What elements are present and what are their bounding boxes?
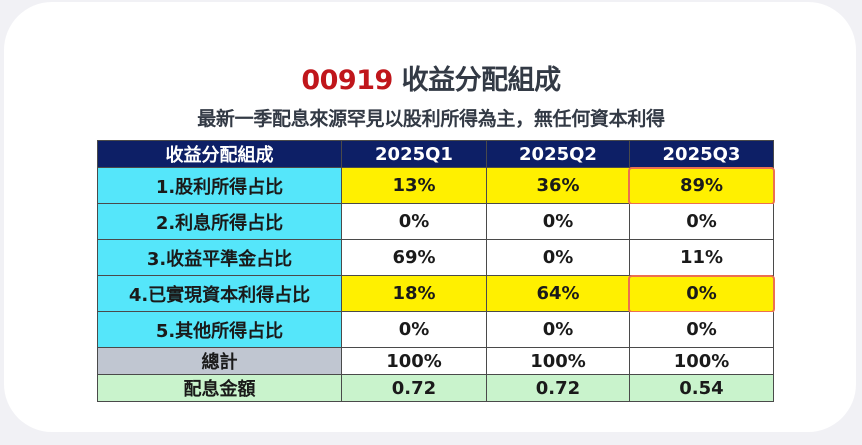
row-distribution-amount: 配息金額 0.72 0.72 0.54 [97, 374, 774, 402]
header-2025q1: 2025Q1 [341, 140, 487, 168]
page-title: 00919 收益分配組成 [0, 58, 862, 97]
cell-q3: 0% [628, 275, 775, 313]
row-label: 3.收益平準金占比 [97, 239, 342, 276]
cell-q1: 69% [341, 239, 487, 276]
cell-q2: 0% [486, 311, 630, 348]
row-realized-capital-gains: 4.已實現資本利得占比 18% 64% 0% [97, 275, 775, 313]
cell-q1: 100% [341, 347, 487, 375]
row-other-income: 5.其他所得占比 0% 0% 0% [97, 311, 774, 348]
title-text: 收益分配組成 [401, 65, 562, 96]
cell-q3-value: 89% [679, 175, 724, 196]
fund-code: 00919 [301, 65, 393, 96]
row-total: 總計 100% 100% 100% [97, 347, 774, 375]
cell-q2: 0% [486, 203, 630, 240]
row-label: 1.股利所得占比 [97, 167, 342, 204]
cell-q2: 0% [486, 239, 630, 276]
cell-q3-value: 0% [686, 283, 717, 304]
row-equalization: 3.收益平準金占比 69% 0% 11% [97, 239, 774, 276]
cell-q1: 0.72 [341, 374, 487, 402]
cell-q3: 0% [629, 311, 774, 348]
cell-q3: 0.54 [629, 374, 774, 402]
cell-q2: 0.72 [486, 374, 630, 402]
page-subtitle: 最新一季配息來源罕見以股利所得為主，無任何資本利得 [197, 108, 665, 130]
income-distribution-table: 收益分配組成 2025Q1 2025Q2 2025Q3 1.股利所得占比 13%… [97, 140, 775, 402]
cell-q2: 100% [486, 347, 630, 375]
cell-q1: 0% [341, 203, 487, 240]
row-label: 2.利息所得占比 [97, 203, 342, 240]
row-label: 配息金額 [97, 374, 342, 402]
header-2025q2: 2025Q2 [486, 140, 630, 168]
cell-q1: 13% [341, 167, 487, 204]
cell-q1: 0% [341, 311, 487, 348]
header-row: 收益分配組成 2025Q1 2025Q2 2025Q3 [97, 140, 774, 168]
row-label: 4.已實現資本利得占比 [97, 275, 342, 312]
row-label: 5.其他所得占比 [97, 311, 342, 348]
header-2025q3: 2025Q3 [629, 140, 774, 168]
cell-q3: 0% [629, 203, 774, 240]
cell-q3: 11% [629, 239, 774, 276]
cell-q3: 100% [629, 347, 774, 375]
row-label: 總計 [97, 347, 342, 375]
cell-q2: 36% [486, 167, 630, 204]
cell-q2: 64% [486, 275, 630, 312]
cell-q1: 18% [341, 275, 487, 312]
row-interest-income: 2.利息所得占比 0% 0% 0% [97, 203, 774, 240]
header-category: 收益分配組成 [97, 140, 342, 168]
cell-q3: 89% [628, 167, 775, 205]
row-dividend-income: 1.股利所得占比 13% 36% 89% [97, 167, 775, 205]
